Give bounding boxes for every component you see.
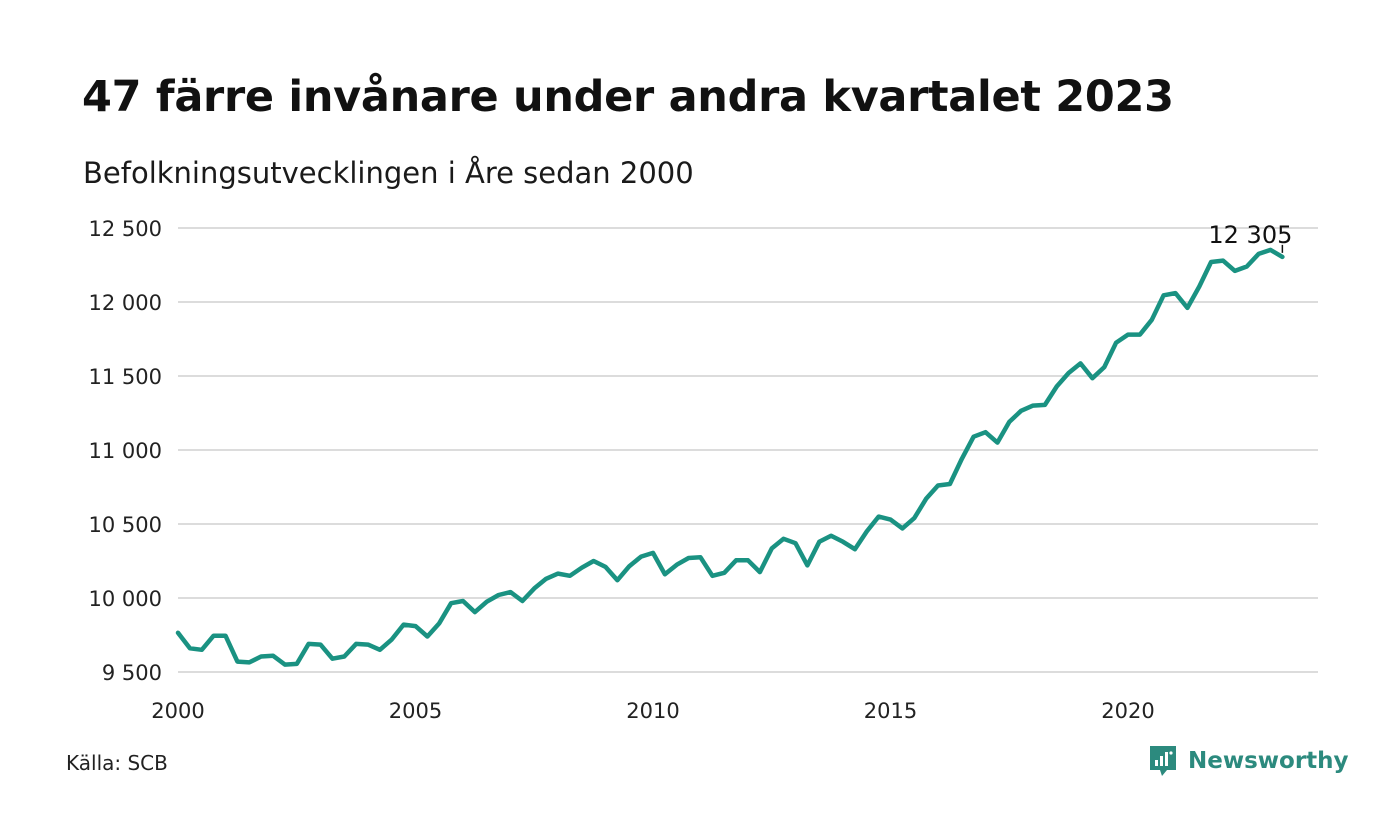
chart-subtitle: Befolkningsutvecklingen i Åre sedan 2000 [83,156,694,190]
y-tick-label: 9 500 [102,661,162,685]
y-tick-label: 10 000 [89,587,162,611]
brand-name: Newsworthy [1188,748,1349,774]
series-layer [175,247,1285,667]
x-tick-label: 2005 [389,699,442,723]
x-tick-label: 2000 [151,699,204,723]
brand-logo[interactable]: Newsworthy [1148,744,1349,778]
y-tick-label: 12 000 [89,291,162,315]
y-tick-label: 10 500 [89,513,162,537]
annotation-label: 12 305 [1208,221,1292,249]
source-note: Källa: SCB [66,751,168,775]
x-axis-ticks: 2000 2005 2010 2015 2020 [151,699,1154,723]
newsworthy-logo-icon [1150,746,1176,776]
x-tick-label: 2010 [626,699,679,723]
y-axis-ticks: 9 500 10 000 10 500 11 000 11 500 12 000 12 50… [89,217,162,685]
x-tick-label: 2020 [1101,699,1154,723]
annotation-layer: 12 305 [1208,221,1292,253]
x-tick-label: 2015 [864,699,917,723]
chart-title: 47 färre invånare under andra kvartalet … [82,72,1174,122]
y-tick-label: 12 500 [89,217,162,241]
gridlines [178,227,1318,673]
y-tick-label: 11 500 [89,365,162,389]
series-line [175,247,1285,667]
y-tick-label: 11 000 [89,439,162,463]
